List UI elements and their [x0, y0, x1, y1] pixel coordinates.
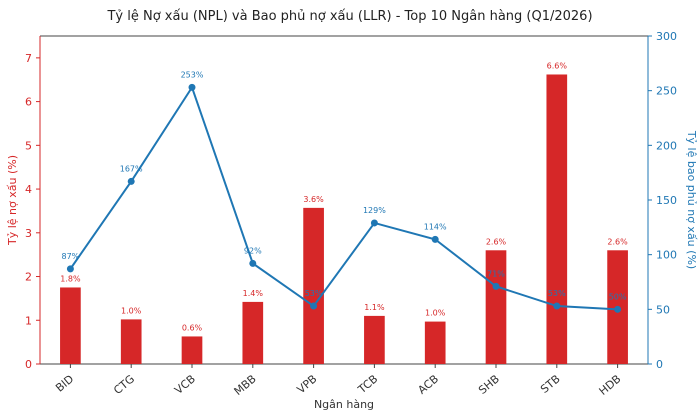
y-right-tick-label: 150 — [656, 194, 677, 207]
coverage-data-label: 53% — [548, 289, 566, 298]
y-right-tick-label: 100 — [656, 249, 677, 262]
plot-area: 0 1 2 3 4 5 6 7 0 50 100 150 200 250 300 1.8% 1.0% 0.6% 1.… — [25, 30, 677, 398]
bar-data-label: 2.6% — [607, 237, 628, 246]
bar — [181, 336, 203, 364]
x-tick-label: SHB — [476, 372, 502, 397]
bar-data-label: 3.6% — [303, 195, 324, 204]
bar — [60, 287, 81, 364]
bar-data-label: 1.8% — [60, 274, 81, 283]
coverage-point — [431, 235, 439, 243]
y-left-tick-label: 3 — [25, 227, 32, 240]
coverage-point — [127, 177, 135, 185]
coverage-data-label: 114% — [424, 222, 447, 231]
bar-data-label: 1.1% — [364, 303, 385, 312]
coverage-data-label: 253% — [181, 70, 204, 79]
y-right-tick-label: 250 — [656, 85, 677, 98]
x-tick-label: TCB — [355, 372, 380, 396]
y-left-tick-label: 1 — [25, 314, 32, 327]
coverage-point — [310, 302, 318, 310]
bar — [120, 319, 142, 364]
y-right-tick-label: 300 — [656, 30, 677, 43]
y-left-tick-label: 0 — [25, 358, 32, 371]
y-right-tick-label: 200 — [656, 139, 677, 152]
x-tick-label: MBB — [232, 372, 259, 398]
bar-data-label: 0.6% — [182, 323, 203, 332]
coverage-data-label: 92% — [244, 246, 262, 255]
coverage-data-label: 129% — [363, 206, 386, 215]
x-axis-title: Ngân hàng — [314, 398, 374, 411]
y-right-tick-label: 0 — [656, 358, 663, 371]
bar — [485, 250, 507, 364]
x-tick-label: VCB — [172, 372, 198, 397]
coverage-data-label: 53% — [305, 289, 323, 298]
bar-data-label: 1.0% — [425, 309, 446, 318]
coverage-point — [249, 259, 257, 267]
bar-data-label: 1.4% — [243, 289, 264, 298]
y-left-tick-label: 2 — [25, 271, 32, 284]
bar — [303, 207, 324, 364]
coverage-point — [614, 305, 622, 313]
coverage-point — [66, 265, 74, 273]
bar-data-label: 2.6% — [486, 237, 507, 246]
y-left-tick-label: 4 — [25, 183, 32, 196]
x-tick-label: BID — [53, 372, 76, 394]
y-left-tick-label: 5 — [25, 139, 32, 152]
chart-title: Tỷ lệ Nợ xấu (NPL) và Bao phủ nợ xấu (LL… — [106, 9, 592, 24]
coverage-data-label: 71% — [487, 269, 505, 278]
x-tick-label: VPB — [295, 372, 320, 396]
y-right-tick-label: 50 — [656, 303, 670, 316]
bar — [364, 315, 385, 364]
y-axis-left-title: Tỷ lệ nợ xấu (%) — [6, 155, 19, 246]
x-tick-label: HDB — [597, 372, 624, 398]
y-left-tick-label: 6 — [25, 96, 32, 109]
coverage-point — [492, 282, 500, 290]
y-axis-right-title: Tỷ lệ bao phủ nợ xấu (%) — [685, 130, 698, 269]
coverage-point — [370, 219, 378, 227]
coverage-data-label: 50% — [609, 292, 627, 301]
coverage-data-label: 87% — [62, 252, 80, 261]
bar-data-label: 1.0% — [121, 306, 142, 315]
y-left-tick-label: 7 — [25, 52, 32, 65]
bar-data-label: 6.6% — [547, 61, 568, 70]
coverage-line — [69, 85, 618, 311]
x-tick-label: ACB — [415, 372, 441, 396]
bar — [242, 301, 264, 364]
bar — [424, 321, 446, 364]
bar — [546, 74, 568, 364]
coverage-data-label: 167% — [120, 164, 143, 173]
x-tick-label: CTG — [111, 372, 137, 397]
coverage-point — [188, 83, 196, 91]
coverage-point — [553, 302, 561, 310]
x-tick-label: STB — [538, 372, 563, 396]
